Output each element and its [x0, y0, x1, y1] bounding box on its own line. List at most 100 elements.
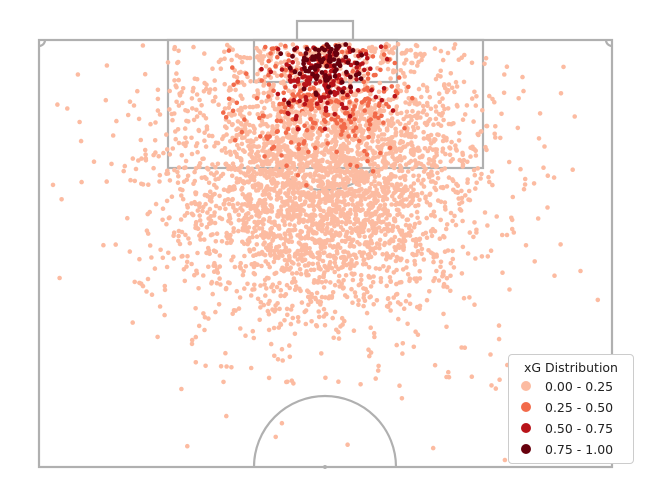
shot-point — [333, 264, 339, 269]
shot-point — [262, 252, 268, 258]
shot-point — [245, 165, 251, 170]
shot-point — [287, 207, 293, 213]
shot-point — [424, 297, 430, 303]
shot-point — [336, 329, 341, 335]
shot-point — [295, 173, 301, 178]
shot-point — [454, 84, 460, 89]
legend-item-3: 0.75 - 1.00 — [521, 440, 613, 458]
shot-point — [293, 116, 299, 122]
shot-point — [251, 143, 257, 149]
shot-point — [209, 279, 215, 285]
shot-point — [366, 347, 371, 353]
shot-point — [122, 163, 128, 169]
shot-point — [283, 43, 288, 49]
shot-point — [213, 239, 219, 244]
shot-point — [296, 146, 302, 152]
shot-point — [388, 255, 393, 260]
shot-point — [241, 269, 246, 274]
shot-point — [290, 303, 295, 309]
shot-point — [198, 231, 204, 236]
shot-point — [303, 321, 309, 327]
shot-point — [224, 413, 229, 419]
shot-point — [506, 159, 512, 165]
shot-point — [179, 153, 185, 158]
shot-point — [255, 149, 261, 155]
shot-point — [558, 242, 563, 247]
shot-point — [215, 161, 221, 167]
shot-point — [259, 263, 264, 269]
shot-point — [468, 154, 473, 159]
shot-point — [297, 71, 303, 77]
shot-point — [405, 169, 411, 174]
shot-point — [280, 358, 286, 363]
shot-point — [104, 179, 109, 184]
shot-point — [294, 270, 300, 276]
shot-point — [308, 250, 314, 255]
shot-point — [424, 200, 430, 205]
shot-point — [304, 163, 309, 169]
shot-point — [304, 183, 309, 188]
shot-point — [206, 180, 212, 186]
shot-point — [270, 131, 276, 136]
shot-point — [251, 264, 257, 270]
shot-point — [362, 221, 367, 227]
shot-point — [346, 140, 352, 146]
shot-point — [313, 108, 318, 114]
shot-point — [369, 240, 375, 246]
shot-point — [286, 132, 292, 138]
shot-point — [310, 199, 316, 205]
shot-point — [319, 143, 324, 148]
shot-point — [511, 230, 517, 235]
shot-point — [262, 282, 267, 287]
shot-point — [426, 157, 432, 162]
shot-point — [153, 201, 159, 207]
shot-point — [50, 182, 56, 188]
shot-point — [349, 286, 354, 292]
shot-point — [283, 191, 288, 196]
legend-item-2: 0.50 - 0.75 — [521, 419, 613, 437]
shot-point — [396, 187, 402, 192]
shot-point — [469, 374, 475, 380]
shot-point — [408, 148, 414, 153]
shot-point — [321, 214, 327, 220]
shot-point — [435, 170, 440, 176]
shot-point — [371, 222, 376, 228]
shot-point — [339, 189, 345, 195]
shot-point — [265, 114, 270, 119]
shot-point — [496, 323, 502, 328]
shot-point — [281, 158, 287, 164]
shot-point — [338, 118, 344, 123]
shot-point — [361, 286, 366, 291]
shot-point — [262, 277, 268, 283]
shot-point — [552, 273, 557, 279]
shot-point — [384, 56, 390, 62]
shot-point — [189, 151, 195, 157]
shot-point — [248, 79, 253, 84]
shot-point — [323, 375, 328, 381]
shot-point — [216, 176, 221, 181]
shot-point — [246, 225, 252, 230]
shot-point — [407, 233, 413, 238]
shot-point — [459, 195, 465, 201]
shot-point — [468, 145, 473, 151]
shot-point — [175, 59, 181, 65]
shot-point — [225, 236, 231, 241]
shot-point — [298, 182, 303, 187]
shot-point — [419, 246, 425, 252]
shot-point — [415, 125, 421, 131]
shot-point — [370, 279, 376, 285]
shot-point — [330, 202, 336, 208]
shot-point — [425, 103, 430, 109]
shot-point — [227, 214, 232, 219]
shot-point — [365, 103, 371, 108]
shot-point — [277, 306, 282, 312]
shot-point — [251, 335, 257, 341]
shot-point — [284, 62, 290, 67]
shot-point — [313, 164, 319, 170]
shot-point — [223, 150, 229, 155]
shot-point — [406, 84, 411, 90]
shot-point — [179, 254, 184, 259]
shot-point — [272, 221, 277, 227]
shot-point — [367, 97, 372, 102]
shot-point — [354, 60, 360, 66]
